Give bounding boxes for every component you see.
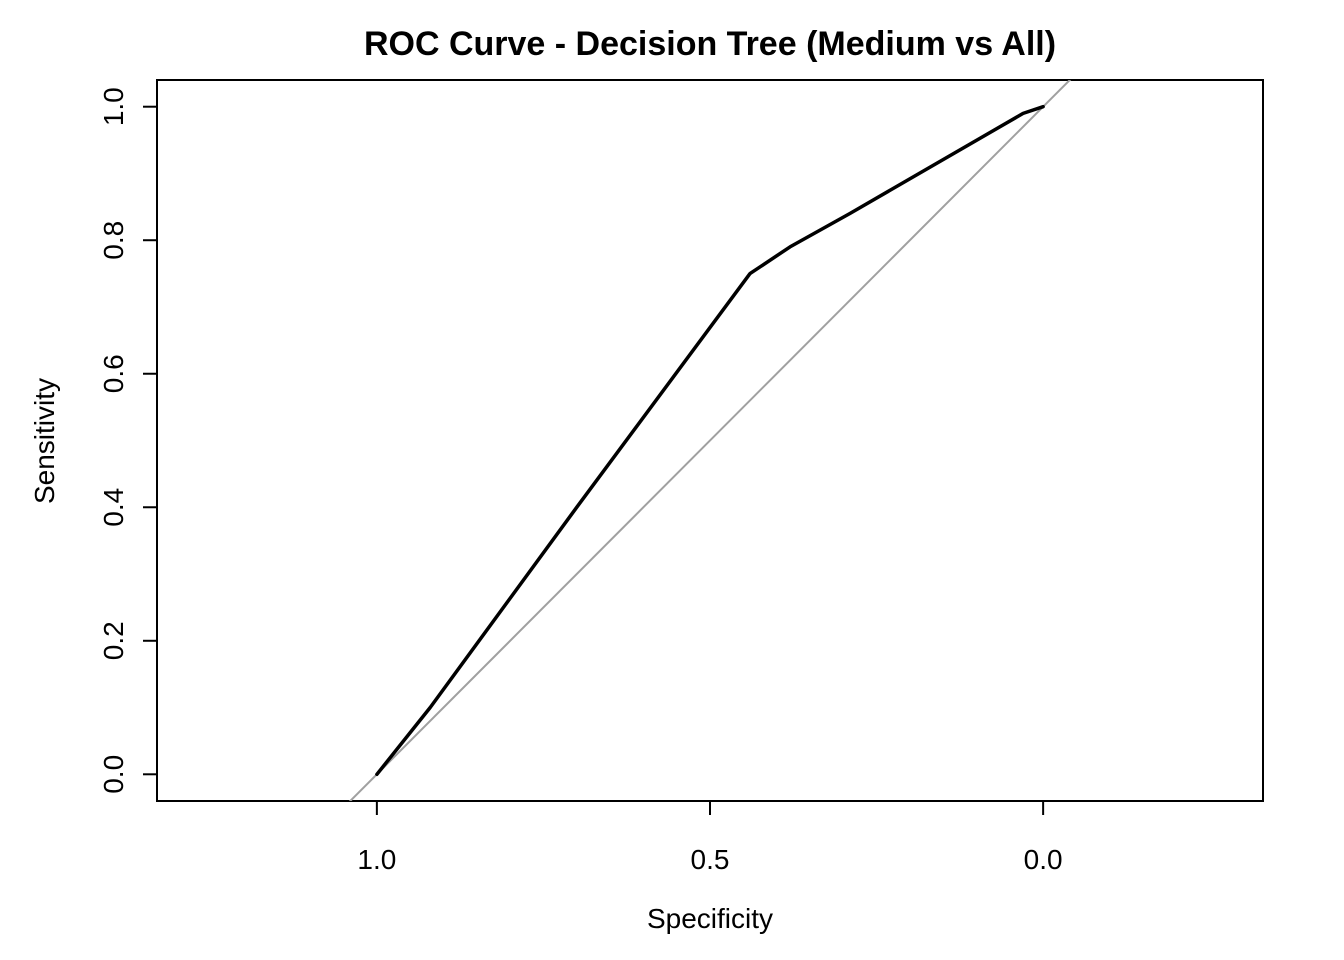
x-axis: 1.0 0.5 0.0: [357, 800, 1063, 875]
y-tick-label: 0.6: [98, 354, 129, 393]
x-tick-label: 0.0: [1024, 844, 1063, 875]
x-tick-label: 0.5: [691, 844, 730, 875]
x-axis-label: Specificity: [647, 903, 773, 934]
y-tick-label: 1.0: [98, 87, 129, 126]
y-tick-label: 0.2: [98, 621, 129, 660]
x-tick-label: 1.0: [357, 844, 396, 875]
chart-title: ROC Curve - Decision Tree (Medium vs All…: [364, 25, 1056, 63]
y-axis: 0.0 0.2 0.4 0.6 0.8 1.0: [98, 87, 158, 794]
y-tick-label: 0.8: [98, 221, 129, 260]
y-tick-label: 0.4: [98, 488, 129, 527]
roc-curve-line: [375, 104, 1045, 777]
y-tick-label: 0.0: [98, 755, 129, 794]
reference-diagonal-line: [348, 80, 1072, 801]
plot-area: [348, 80, 1072, 801]
y-axis-label: Sensitivity: [29, 378, 60, 504]
